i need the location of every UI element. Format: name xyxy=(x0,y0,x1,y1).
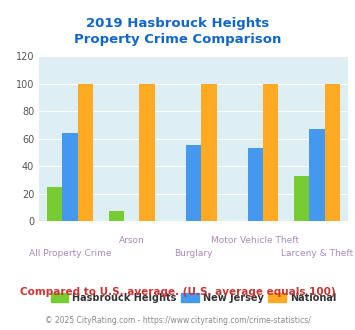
Text: Burglary: Burglary xyxy=(174,249,213,258)
Bar xyxy=(263,83,278,221)
Text: © 2025 CityRating.com - https://www.cityrating.com/crime-statistics/: © 2025 CityRating.com - https://www.city… xyxy=(45,316,310,325)
Text: All Property Crime: All Property Crime xyxy=(29,249,111,258)
Bar xyxy=(109,212,124,221)
Bar xyxy=(186,146,201,221)
Legend: Hasbrouck Heights, New Jersey, National: Hasbrouck Heights, New Jersey, National xyxy=(47,289,340,307)
Bar xyxy=(47,187,62,221)
Text: 2019 Hasbrouck Heights
Property Crime Comparison: 2019 Hasbrouck Heights Property Crime Co… xyxy=(74,16,281,46)
Bar xyxy=(140,83,155,221)
Bar xyxy=(325,83,340,221)
Bar xyxy=(309,129,325,221)
Bar xyxy=(201,83,217,221)
Bar xyxy=(294,176,309,221)
Text: Larceny & Theft: Larceny & Theft xyxy=(281,249,353,258)
Bar xyxy=(62,133,78,221)
Bar xyxy=(78,83,93,221)
Text: Motor Vehicle Theft: Motor Vehicle Theft xyxy=(211,236,299,245)
Bar xyxy=(247,148,263,221)
Text: Arson: Arson xyxy=(119,236,144,245)
Text: Compared to U.S. average. (U.S. average equals 100): Compared to U.S. average. (U.S. average … xyxy=(20,287,335,297)
